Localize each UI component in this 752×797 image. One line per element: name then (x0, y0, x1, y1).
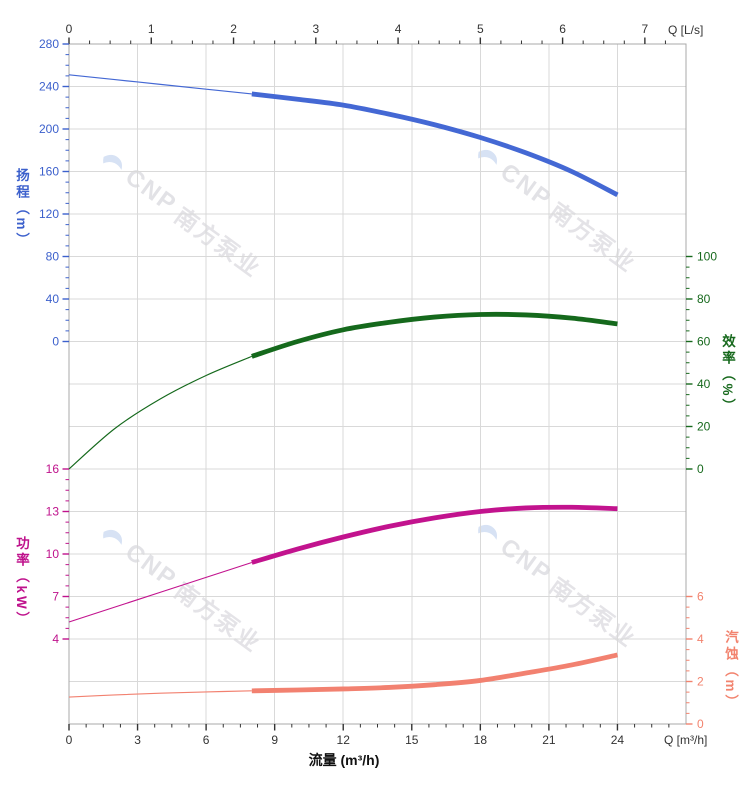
bottom-tick-label: 0 (66, 733, 73, 747)
efficiency-tick-label: 0 (697, 462, 704, 476)
power-tick-label: 13 (46, 505, 60, 519)
power-curve-rated (251, 504, 618, 565)
top-tick-label: 2 (230, 22, 237, 36)
head-tick-label: 80 (46, 250, 60, 264)
head-axis-title: 扬程（m） (14, 168, 29, 250)
top-tick-label: 1 (148, 22, 155, 36)
bottom-tick-label: 9 (271, 733, 278, 747)
top-axis-ticks: 0 1 2 3 4 5 6 7 (66, 22, 666, 44)
head-curve (68, 74, 619, 198)
top-tick-label: 5 (477, 22, 484, 36)
top-tick-label: 0 (66, 22, 73, 36)
npsh-curve-rated (251, 652, 618, 694)
power-curve (68, 504, 618, 623)
top-tick-label: 7 (642, 22, 649, 36)
efficiency-tick-label: 60 (697, 335, 711, 349)
efficiency-tick-label: 40 (697, 377, 711, 391)
efficiency-axis-ticks: 0 20 40 60 80 100 (686, 250, 717, 476)
power-tick-label: 4 (52, 632, 59, 646)
bottom-tick-label: 15 (405, 733, 419, 747)
npsh-axis-title: 汽蚀（m） (723, 630, 738, 712)
power-tick-label: 7 (52, 590, 59, 604)
npsh-tick-label: 6 (697, 590, 704, 604)
bottom-tick-label: 3 (134, 733, 141, 747)
npsh-axis-ticks: 0 2 4 6 (686, 590, 704, 731)
bottom-axis-ticks: 0 3 6 9 12 15 18 21 24 (66, 724, 670, 747)
power-axis-title: 功率（kW） (14, 536, 29, 629)
head-tick-label: 280 (39, 37, 59, 51)
npsh-curve-extension (68, 690, 252, 698)
efficiency-axis-title: 效率（%） (720, 334, 735, 416)
head-tick-label: 120 (39, 207, 59, 221)
head-curve-rated (251, 91, 619, 198)
head-curve-extension (68, 74, 252, 95)
top-tick-label: 6 (559, 22, 566, 36)
power-tick-label: 16 (46, 462, 60, 476)
efficiency-curve (68, 311, 618, 470)
head-axis-ticks: 0 40 80 120 160 200 240 280 (39, 37, 69, 349)
efficiency-tick-label: 80 (697, 292, 711, 306)
efficiency-curve-extension (68, 355, 253, 470)
top-tick-label: 3 (312, 22, 319, 36)
head-tick-label: 160 (39, 165, 59, 179)
power-curve-extension (68, 561, 252, 623)
top-tick-label: 4 (395, 22, 402, 36)
bottom-tick-label: 12 (337, 733, 351, 747)
npsh-tick-label: 2 (697, 675, 704, 689)
bottom-axis-unit-label: Q [m³/h] (664, 733, 708, 747)
bottom-tick-label: 21 (542, 733, 556, 747)
efficiency-curve-rated (251, 311, 618, 359)
x-axis-title: 流量 (m³/h) (308, 752, 380, 768)
top-axis-unit-label: Q [L/s] (668, 23, 704, 37)
power-tick-label: 10 (46, 547, 60, 561)
npsh-tick-label: 0 (697, 717, 704, 731)
bottom-tick-label: 6 (203, 733, 210, 747)
npsh-tick-label: 4 (697, 632, 704, 646)
efficiency-tick-label: 100 (697, 250, 717, 264)
bottom-tick-label: 24 (611, 733, 625, 747)
power-axis-ticks: 4 7 10 13 16 (46, 462, 69, 646)
head-tick-label: 0 (52, 335, 59, 349)
head-tick-label: 40 (46, 292, 60, 306)
efficiency-tick-label: 20 (697, 420, 711, 434)
npsh-curve (68, 652, 618, 698)
gridlines (69, 44, 686, 724)
head-tick-label: 240 (39, 80, 59, 94)
bottom-tick-label: 18 (474, 733, 488, 747)
head-tick-label: 200 (39, 122, 59, 136)
